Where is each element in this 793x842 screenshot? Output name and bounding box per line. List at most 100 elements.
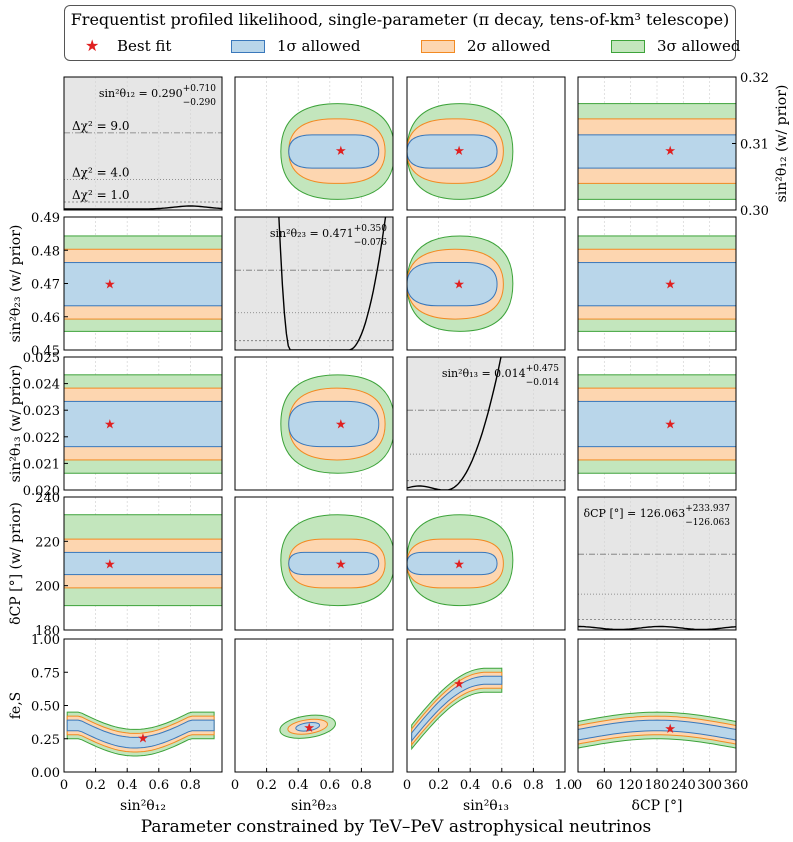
y-tick-label: 0.00 xyxy=(31,766,60,781)
legend-label-1sigma: 1σ allowed xyxy=(277,37,361,55)
legend: Frequentist profiled likelihood, single-… xyxy=(64,5,740,61)
likelihood-curve xyxy=(407,357,502,490)
x-tick-label: 0.4 xyxy=(460,778,481,793)
panel-content xyxy=(280,374,393,474)
y-tick-label: 0.46 xyxy=(31,311,60,326)
panel-background xyxy=(235,639,393,772)
region-one-sigma xyxy=(288,134,380,169)
x-axis-label: sin²θ₁₃ xyxy=(463,798,509,814)
region-one-sigma xyxy=(295,721,321,732)
region-one-sigma xyxy=(288,551,380,576)
y-tick-label: 0.50 xyxy=(31,700,60,715)
panel-frame xyxy=(63,356,223,491)
best-fit-star: ★ xyxy=(104,558,116,573)
panel-frame xyxy=(234,76,394,211)
panel-background xyxy=(407,357,565,490)
x-tick-label: 0 xyxy=(231,778,239,793)
annotation-sub: −0.290 xyxy=(183,98,217,108)
legend-entry-2sigma: 2σ allowed xyxy=(421,37,581,57)
panel-frame xyxy=(406,496,566,631)
y-tick-label: 0.020 xyxy=(23,484,60,499)
panel-r1-c3 xyxy=(577,216,737,351)
best-fit-star: ★ xyxy=(453,144,465,159)
x-tick-label: 0.2 xyxy=(428,778,449,793)
panel-content xyxy=(578,103,736,200)
dchi-label: Δχ² = 1.0 xyxy=(72,188,130,202)
legend-label-3sigma: 3σ allowed xyxy=(657,37,741,55)
best-fit-star: ★ xyxy=(453,278,465,293)
region-two-sigma xyxy=(66,715,215,753)
x-tick-label: 0.4 xyxy=(117,778,138,793)
panel-r0-c3 xyxy=(577,76,737,211)
best-fit-star: ★ xyxy=(664,144,676,159)
region-one-sigma xyxy=(578,719,736,741)
panel-r3-c2 xyxy=(406,496,566,631)
legend-label-2sigma: 2σ allowed xyxy=(467,37,551,55)
panel-frame xyxy=(234,496,394,631)
x-tick-label: 1.0 xyxy=(555,778,576,793)
panel-r1-c1: sin²θ₂₃ = 0.471+0.350−0.076 xyxy=(234,216,394,351)
best-fit-star: ★ xyxy=(664,418,676,433)
panel-content xyxy=(64,514,222,607)
y-tick-label: 0.30 xyxy=(740,204,769,219)
x-tick-label: 0.2 xyxy=(85,778,106,793)
panel-content xyxy=(578,711,736,749)
panel-frame xyxy=(234,216,394,351)
panel-frame xyxy=(63,496,223,631)
panel-content xyxy=(64,235,222,332)
region-one-sigma xyxy=(64,551,222,576)
panel-frame xyxy=(234,638,394,773)
x-tick-label: 240 xyxy=(671,778,696,793)
x-tick-label: 0.6 xyxy=(148,778,169,793)
x-tick-label: 0.6 xyxy=(491,778,512,793)
x-tick-label: 0 xyxy=(60,778,68,793)
panel-r0-c2 xyxy=(406,76,566,211)
x-tick-label: 0.2 xyxy=(256,778,277,793)
y-tick-label: 1.00 xyxy=(31,633,60,648)
panel-frame xyxy=(577,356,737,491)
likelihood-curve xyxy=(64,205,222,210)
x-tick-label: 0.8 xyxy=(351,778,372,793)
panel-content xyxy=(407,103,514,200)
panel-r3-c0 xyxy=(63,496,223,631)
region-one-sigma xyxy=(578,262,736,307)
panel-background xyxy=(578,639,736,772)
panel-r3-c1 xyxy=(234,496,394,631)
annotation-sub: −0.076 xyxy=(354,238,388,248)
best-fit-star: ★ xyxy=(453,677,465,692)
y-tick-label: 0.45 xyxy=(31,344,60,359)
best-fit-star: ★ xyxy=(303,721,315,736)
y-tick-label: 0.32 xyxy=(740,71,769,86)
panel-r4-c1 xyxy=(234,638,394,773)
panel-content xyxy=(280,514,393,607)
best-fit-star: ★ xyxy=(104,418,116,433)
best-fit-star: ★ xyxy=(104,278,116,293)
panel-content xyxy=(279,714,336,739)
y-tick-label: 220 xyxy=(35,535,60,550)
x-tick-label: 300 xyxy=(697,778,722,793)
legend-entry-best-fit: ★ Best fit xyxy=(71,36,231,57)
region-one-sigma xyxy=(407,262,498,307)
y-tick-label: 0.021 xyxy=(23,457,60,472)
dchi-label: Δχ² = 9.0 xyxy=(72,119,130,133)
x-tick-label: 0 xyxy=(403,778,411,793)
x-tick-label: 0.8 xyxy=(180,778,201,793)
y-axis-label: sin²θ₁₃ (w/ prior) xyxy=(8,365,24,483)
annotation-sup: +0.710 xyxy=(183,84,217,94)
panel-frame xyxy=(577,496,737,631)
x-tick-label: 0.8 xyxy=(523,778,544,793)
panel-content xyxy=(280,103,393,200)
y-tick-label: 0.025 xyxy=(23,351,60,366)
panel-background xyxy=(578,497,736,630)
panel-frame xyxy=(406,216,566,351)
y-tick-label: 240 xyxy=(35,491,60,506)
x-tick-label: 0.6 xyxy=(319,778,340,793)
panel-content xyxy=(235,217,393,350)
best-fit-star: ★ xyxy=(137,731,149,746)
region-one-sigma xyxy=(64,262,222,307)
panel-background xyxy=(64,77,222,210)
panel-background xyxy=(235,217,393,350)
y-tick-label: 0.024 xyxy=(23,378,60,393)
